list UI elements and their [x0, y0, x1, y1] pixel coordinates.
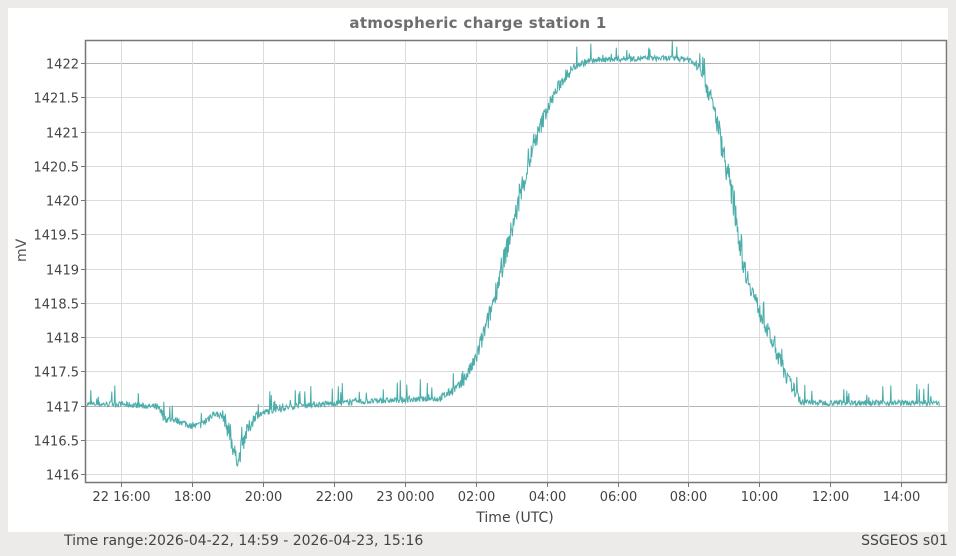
y-tick-label: 1422	[46, 58, 79, 73]
y-axis: 1416 1416.5 1417 1417.5 1418 1418.5 1419 1419.5…	[34, 58, 85, 484]
x-tick-label: 22:00	[316, 490, 353, 505]
y-tick-label: 1421.5	[34, 92, 80, 107]
x-tick-label: 02:00	[458, 490, 495, 505]
y-tick-label: 1417	[46, 401, 79, 416]
y-tick-label: 1420.5	[34, 161, 80, 176]
y-tick-label: 1418	[46, 332, 79, 347]
plot-frame	[84, 39, 948, 484]
y-tick-label: 1417.5	[34, 366, 80, 381]
x-tick-label: 23 00:00	[376, 490, 434, 505]
x-axis: 22 16:00 18:00 20:00 22:00 23 00:00 02:00 04:0…	[92, 482, 920, 505]
x-tick-label: 20:00	[245, 490, 282, 505]
x-tick-label: 12:00	[812, 490, 849, 505]
y-axis-label: mV	[14, 238, 30, 262]
grid-lines	[85, 40, 946, 482]
data-series-line	[86, 40, 940, 467]
x-tick-label: 06:00	[600, 490, 637, 505]
station-id-status: SSGEOS s01	[861, 533, 948, 549]
x-tick-label: 08:00	[670, 490, 707, 505]
y-tick-label: 1416	[46, 469, 79, 484]
y-tick-label: 1420	[46, 195, 79, 210]
chart-title: atmospheric charge station 1	[349, 14, 607, 32]
y-tick-label: 1421	[46, 127, 79, 142]
x-tick-label: 14:00	[883, 490, 920, 505]
x-tick-label: 10:00	[741, 490, 778, 505]
y-tick-label: 1416.5	[34, 435, 80, 450]
y-tick-label: 1419.5	[34, 229, 80, 244]
y-tick-label: 1419	[46, 264, 79, 279]
time-range-status: Time range:2026-04-22, 14:59 - 2026-04-2…	[64, 533, 424, 549]
y-tick-label: 1418.5	[34, 298, 80, 313]
x-tick-label: 04:00	[529, 490, 566, 505]
x-axis-label: Time (UTC)	[476, 510, 554, 526]
x-tick-label: 18:00	[174, 490, 211, 505]
x-tick-label: 22 16:00	[92, 490, 150, 505]
